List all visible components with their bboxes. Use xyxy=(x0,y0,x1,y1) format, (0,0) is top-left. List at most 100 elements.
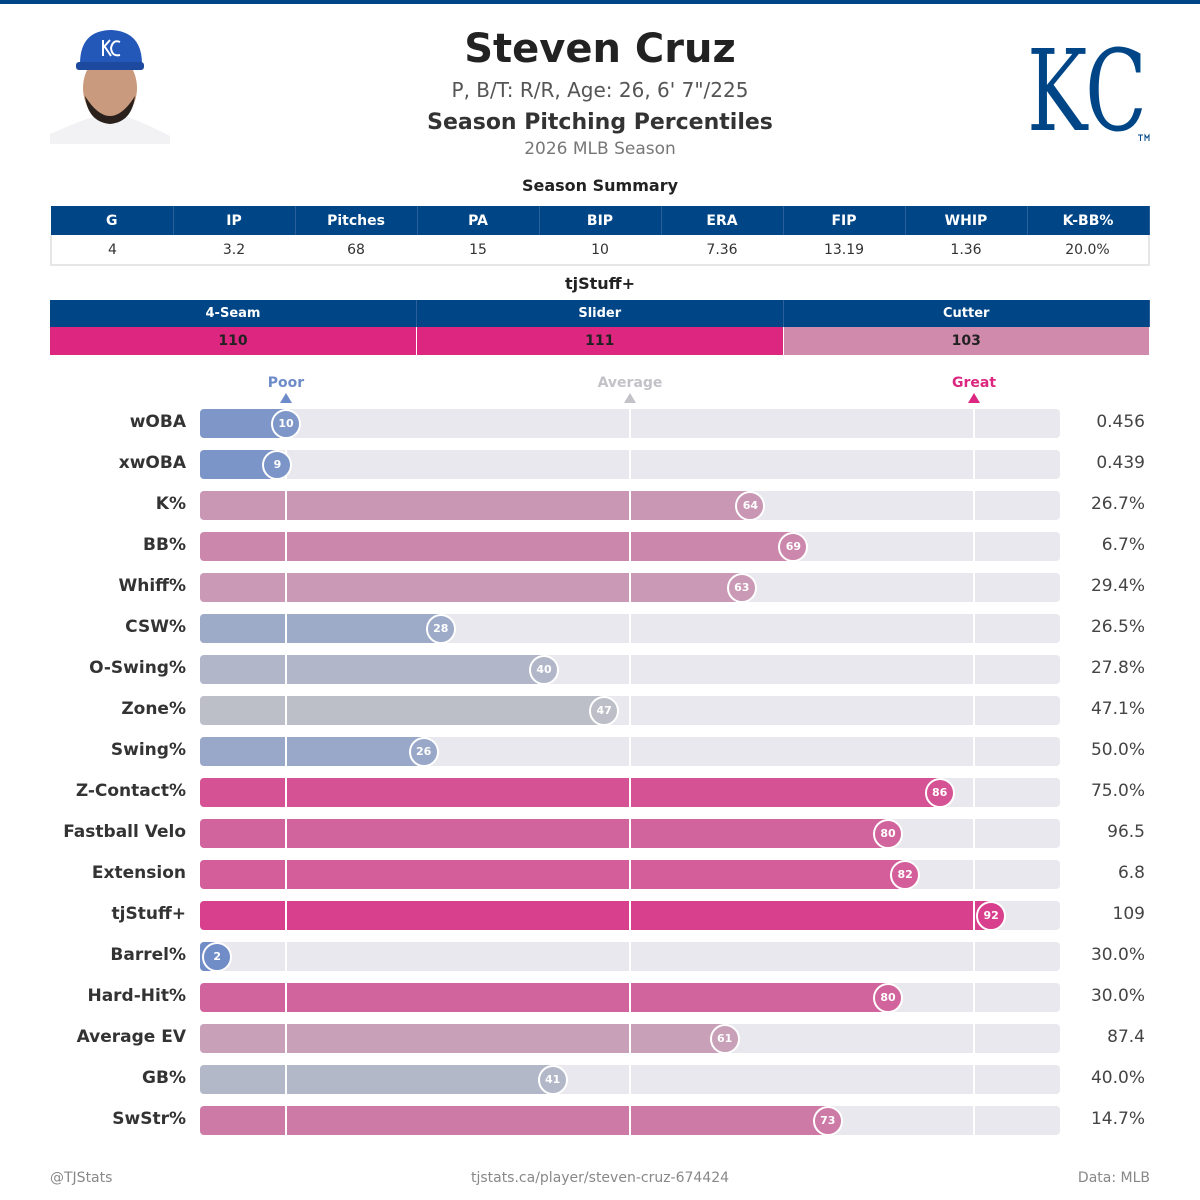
gridline xyxy=(973,450,975,479)
chart-row: Fastball Velo 80 96.5 xyxy=(0,818,1200,849)
gridline xyxy=(973,737,975,766)
stat-value: 47.1% xyxy=(1090,699,1145,719)
gridline xyxy=(285,573,287,602)
gridline xyxy=(629,450,631,479)
player-headshot xyxy=(50,30,170,144)
page-subtitle: Season Pitching Percentiles xyxy=(427,110,773,135)
stat-value: 29.4% xyxy=(1090,576,1145,596)
bar-fill xyxy=(200,737,424,766)
player-bio: P, B/T: R/R, Age: 26, 6' 7"/225 xyxy=(451,78,749,102)
summary-value-era: 7.36 xyxy=(661,235,783,266)
season-label: 2026 MLB Season xyxy=(524,139,676,159)
summary-value-fip: 13.19 xyxy=(783,235,905,266)
metric-label: O-Swing% xyxy=(89,658,186,678)
tjstuff-header-slider: Slider xyxy=(416,300,784,327)
chart-row: Z-Contact% 86 75.0% xyxy=(0,777,1200,808)
summary-value-ip: 3.2 xyxy=(173,235,295,266)
bar-fill xyxy=(200,655,544,684)
metric-label: GB% xyxy=(142,1068,186,1088)
bar-fill xyxy=(200,778,940,807)
bar-fill xyxy=(200,614,441,643)
summary-value-g: 4 xyxy=(50,235,173,266)
percentile-dot: 64 xyxy=(735,490,766,521)
chart-row: CSW% 28 26.5% xyxy=(0,613,1200,644)
gridline xyxy=(629,860,631,889)
chart-row: Swing% 26 50.0% xyxy=(0,736,1200,767)
percentile-dot: 9 xyxy=(262,449,293,480)
percentile-dot: 82 xyxy=(890,859,921,890)
percentile-dot: 63 xyxy=(726,572,757,603)
stat-value: 26.5% xyxy=(1090,617,1145,637)
gridline xyxy=(629,1024,631,1053)
metric-label: Whiff% xyxy=(118,576,187,596)
gridline xyxy=(285,1065,287,1094)
metric-label: Swing% xyxy=(110,740,186,760)
percentile-dot: 80 xyxy=(873,818,903,849)
gridline xyxy=(629,655,631,684)
gridline xyxy=(973,696,975,725)
summary-header-whip: WHIP xyxy=(905,206,1028,235)
average-marker-triangle-icon xyxy=(624,393,636,403)
bar-fill xyxy=(200,491,751,520)
tjstuff-title: tjStuff+ xyxy=(564,274,636,293)
summary-header-g: G xyxy=(51,206,174,235)
gridline xyxy=(629,573,631,602)
metric-label: K% xyxy=(155,494,186,514)
team-logo: KC xyxy=(1027,27,1150,147)
chart-row: O-Swing% 40 27.8% xyxy=(0,654,1200,685)
stat-value: 87.4 xyxy=(1107,1027,1145,1047)
stat-value: 75.0% xyxy=(1090,781,1145,801)
gridline xyxy=(973,860,975,889)
percentile-dot: 86 xyxy=(924,777,955,808)
chart-row: K% 64 26.7% xyxy=(0,490,1200,521)
summary-value-pa: 15 xyxy=(417,235,539,266)
gridline xyxy=(973,778,975,807)
gridline xyxy=(629,1106,631,1135)
percentile-dot: 69 xyxy=(778,531,809,562)
bar-fill xyxy=(200,860,906,889)
gridline xyxy=(629,778,631,807)
chart-row: BB% 69 6.7% xyxy=(0,531,1200,562)
bar-fill xyxy=(200,1106,828,1135)
metric-label: Zone% xyxy=(121,699,186,719)
average-marker-label: Average xyxy=(597,375,663,391)
gridline xyxy=(973,573,975,602)
gridline xyxy=(629,696,631,725)
tjstuff-value-cutter: 103 xyxy=(783,327,1150,355)
gridline xyxy=(285,491,287,520)
percentile-dot: 41 xyxy=(537,1064,568,1095)
gridline xyxy=(285,860,287,889)
stat-value: 30.0% xyxy=(1090,945,1145,965)
top-bar xyxy=(0,0,1200,4)
chart-row: Average EV 61 87.4 xyxy=(0,1023,1200,1054)
gridline xyxy=(285,1106,287,1135)
great-marker-triangle-icon xyxy=(968,393,980,403)
team-logo-lettering: KC xyxy=(1027,27,1147,147)
stat-value: 6.8 xyxy=(1117,863,1145,883)
metric-label: Fastball Velo xyxy=(63,822,186,842)
player-name: Steven Cruz xyxy=(464,26,736,72)
stat-value: 14.7% xyxy=(1090,1109,1145,1129)
summary-header-pa: PA xyxy=(417,206,540,235)
gridline xyxy=(629,532,631,561)
tjstuff-table: 4-Seam Slider Cutter 110 111 103 xyxy=(50,300,1150,355)
bar-fill xyxy=(200,573,742,602)
summary-header-bip: BIP xyxy=(539,206,662,235)
chart-row: Barrel% 2 30.0% xyxy=(0,941,1200,972)
metric-label: tjStuff+ xyxy=(111,904,186,924)
percentile-dot: 10 xyxy=(271,408,301,439)
gridline xyxy=(285,901,287,930)
summary-header-k-bb%: K-BB% xyxy=(1027,206,1150,235)
poor-marker-triangle-icon xyxy=(280,393,292,403)
percentile-dot: 26 xyxy=(408,736,439,767)
gridline xyxy=(973,819,975,848)
percentile-dot: 92 xyxy=(976,900,1007,931)
percentile-dot: 73 xyxy=(812,1105,843,1136)
chart-row: Extension 82 6.8 xyxy=(0,859,1200,890)
trademark-icon xyxy=(1138,133,1150,141)
poor-marker-label: Poor xyxy=(267,375,305,391)
tjstuff-value-4-seam: 110 xyxy=(50,327,417,355)
tjstuff-value-slider: 111 xyxy=(416,327,784,355)
bar-fill xyxy=(200,901,992,930)
summary-title: Season Summary xyxy=(521,176,679,195)
